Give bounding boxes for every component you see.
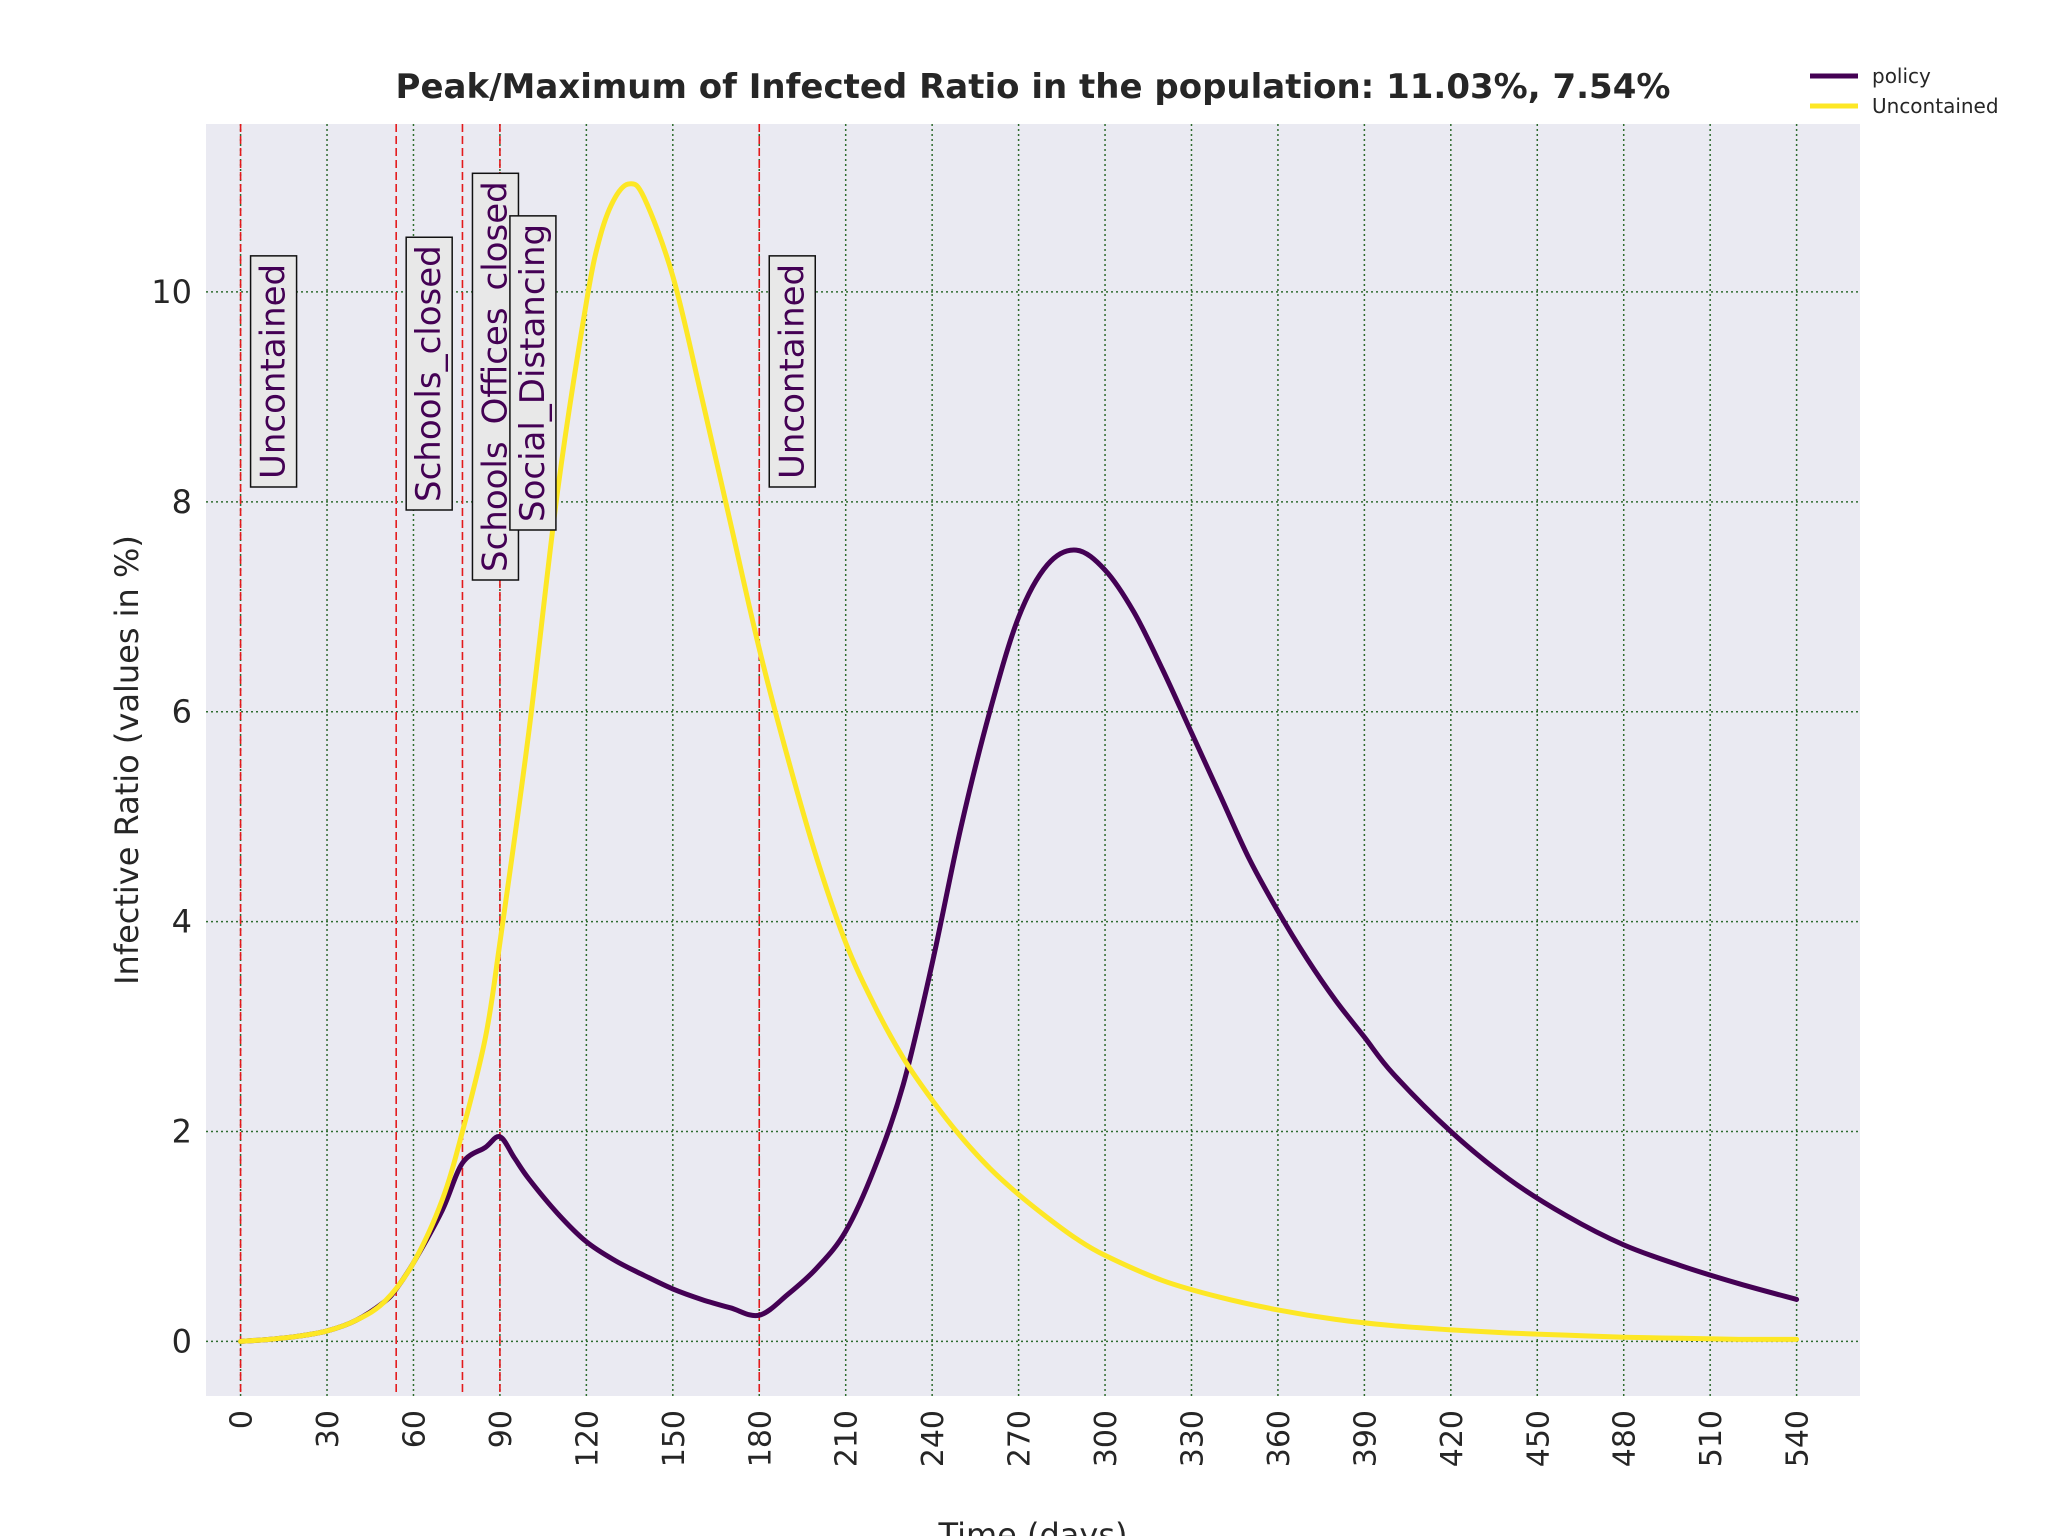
x-tick-label: 330 <box>1175 1410 1210 1467</box>
y-tick-label: 6 <box>172 693 192 731</box>
x-tick-label: 210 <box>830 1410 865 1467</box>
policy-change-lines <box>239 124 761 1396</box>
legend-label-policy: policy <box>1872 64 1931 88</box>
x-tick-label: 240 <box>916 1410 951 1467</box>
legend-label-uncontained: Uncontained <box>1872 94 1999 118</box>
y-tick-label: 10 <box>151 273 192 311</box>
policy-annotation: Uncontained <box>768 255 817 488</box>
policy-annotation-label: Uncontained <box>772 264 812 479</box>
legend: policy Uncontained <box>1810 64 1999 118</box>
policy-annotations: Uncontained Schools_closed Schools_Offices… <box>249 172 817 581</box>
policy-annotation-box <box>509 215 557 531</box>
x-tick-label: 510 <box>1694 1410 1729 1467</box>
x-tick-label: 450 <box>1521 1410 1556 1467</box>
y-tick-label: 0 <box>172 1322 192 1360</box>
policy-annotation-label: Uncontained <box>254 264 294 479</box>
policy-annotation-box <box>405 236 453 511</box>
x-tick-label: 180 <box>743 1410 778 1467</box>
policy-annotation: Social_Distancing <box>509 215 557 531</box>
policy-annotation: Schools_Offices_closed <box>471 172 520 581</box>
series-line-uncontained <box>238 181 1800 1344</box>
series-layer <box>238 181 1800 1344</box>
policy-annotation-box <box>249 255 298 488</box>
x-axis-label: Time (days) <box>938 1516 1128 1536</box>
x-tick-label: 120 <box>570 1410 605 1467</box>
x-tick-label: 360 <box>1262 1410 1297 1467</box>
policy-annotation: Schools_closed <box>405 236 453 511</box>
y-tick-label: 8 <box>172 483 192 521</box>
y-tick-labels: 0 2 4 6 8 10 <box>151 273 192 1361</box>
x-tick-label: 30 <box>311 1410 346 1448</box>
x-tick-label: 0 <box>225 1410 260 1429</box>
x-tick-label: 390 <box>1348 1410 1383 1467</box>
policy-annotation: Uncontained <box>249 255 298 488</box>
policy-annotation-box <box>768 255 817 488</box>
chart-title: Peak/Maximum of Infected Ratio in the po… <box>396 67 1671 107</box>
x-tick-label: 300 <box>1089 1410 1124 1467</box>
series-line-policy <box>238 547 1800 1344</box>
x-tick-labels: 0 30 60 90 120 150 180 210 240 270 300 330 360 390 420… <box>225 1410 1816 1467</box>
x-tick-label: 90 <box>484 1410 519 1448</box>
x-tick-label: 150 <box>657 1410 692 1467</box>
policy-annotation-label: Schools_closed <box>409 245 449 502</box>
y-axis-label: Infective Ratio (values in %) <box>108 535 146 985</box>
policy-annotation-label: Social_Distancing <box>513 224 553 522</box>
x-tick-label: 480 <box>1608 1410 1643 1467</box>
x-tick-label: 60 <box>397 1410 432 1448</box>
x-tick-label: 270 <box>1003 1410 1038 1467</box>
policy-annotation-label: Schools_Offices_closed <box>475 181 515 572</box>
y-tick-label: 4 <box>172 903 192 941</box>
x-tick-label: 420 <box>1435 1410 1470 1467</box>
y-tick-label: 2 <box>172 1113 192 1151</box>
x-tick-label: 540 <box>1781 1410 1816 1467</box>
